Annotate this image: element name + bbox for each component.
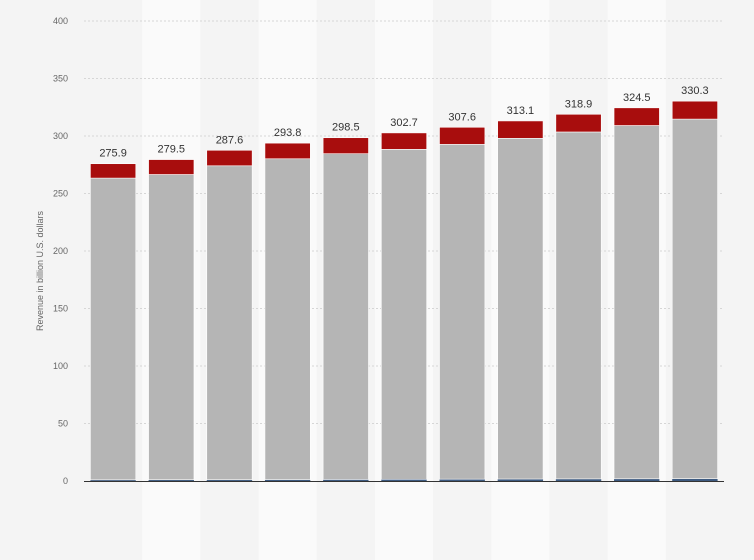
bar-1-segment-1 [90,479,136,481]
bar-11-segment-2 [671,118,718,480]
bar-3-segment-1 [206,479,253,481]
bar-10-segment-3 [613,107,660,126]
bar-1-segment-2 [90,177,137,481]
y-axis-ticks: 0 50 100 150 200 250 300 350 400 [53,16,68,486]
bar-5-segment-2 [322,153,369,480]
total-label-3: 287.6 [216,134,244,146]
bar-9-segment-3 [555,113,602,133]
bar-8-segment-2 [497,138,544,480]
total-label-4: 293.8 [274,127,302,139]
y-tick-label-400: 400 [53,16,68,26]
bar-5-segment-3 [322,137,369,155]
bar-8-segment-3 [497,120,544,139]
total-label-5: 298.5 [332,122,360,134]
total-label-2: 279.5 [158,144,186,156]
bar-9-segment-1 [555,478,602,481]
y-tick-label-200: 200 [53,246,68,256]
total-label-6: 302.7 [390,117,418,129]
bar-6-segment-2 [381,149,427,480]
y-tick-label-50: 50 [58,419,68,429]
bar-6-segment-1 [381,479,427,481]
bar-7-segment-1 [439,479,485,481]
bar-7-segment-2 [439,144,486,480]
bar-11-segment-1 [672,478,718,481]
bar-5-segment-1 [323,479,369,481]
y-tick-label-250: 250 [53,189,68,199]
bar-1-segment-3 [90,163,137,179]
bar-4-segment-1 [264,479,311,481]
bar-8-segment-1 [497,479,544,481]
y-tick-label-350: 350 [53,74,68,84]
bar-4-segment-2 [264,158,311,480]
bar-11-segment-3 [671,100,718,120]
bar-6-segment-3 [381,132,427,150]
bars [90,100,718,481]
bar-2-segment-3 [148,159,195,175]
total-label-11: 330.3 [681,85,709,97]
y-tick-label-300: 300 [53,131,68,141]
total-label-8: 313.1 [507,105,535,117]
bar-3-segment-2 [206,165,253,481]
total-label-10: 324.5 [623,92,651,104]
bar-9-segment-2 [555,131,602,480]
y-tick-label-0: 0 [63,476,68,486]
y-tick-label-100: 100 [53,361,68,371]
total-label-1: 275.9 [99,148,127,160]
bar-4-segment-3 [264,142,311,160]
bar-2-segment-2 [148,174,195,481]
total-label-7: 307.6 [448,111,476,123]
total-labels: 275.9 279.5 287.6 293.8 298.5 302.7 307.6 313.1… [99,85,708,160]
bar-10-segment-2 [613,125,660,480]
total-label-9: 318.9 [565,98,593,110]
bar-7-segment-3 [439,126,486,145]
bar-10-segment-1 [614,478,660,481]
bar-3-segment-3 [206,149,253,167]
bar-2-segment-1 [148,479,194,481]
y-tick-label-150: 150 [53,304,68,314]
y-axis-title: Revenue in billion U.S. dollars [35,210,45,331]
